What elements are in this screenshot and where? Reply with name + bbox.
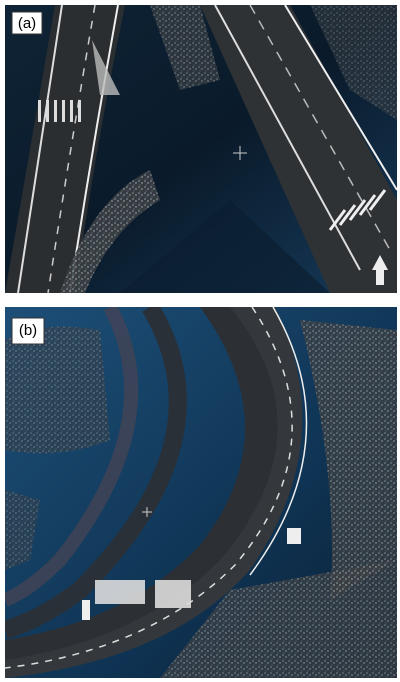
panel-a-image: (a) (5, 5, 397, 293)
panel-label: (b) (19, 322, 37, 339)
panel-b-image: (b) (5, 307, 397, 678)
panel-label: (a) (18, 15, 36, 32)
figure: (a) (b) (0, 0, 400, 682)
